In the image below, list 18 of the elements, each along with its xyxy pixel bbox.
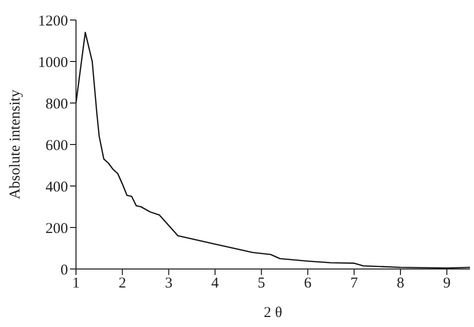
x-tick-label: 3 — [164, 276, 172, 292]
x-tick-label: 8 — [396, 276, 404, 292]
x-tick-label: 7 — [350, 276, 358, 292]
x-tick-label: 1 — [72, 276, 80, 292]
y-tick-label: 1200 — [38, 13, 68, 30]
y-tick-label: 200 — [46, 220, 68, 237]
y-tick-label: 600 — [46, 138, 68, 154]
x-tick-label: 6 — [304, 276, 312, 292]
x-tick-label: 2 — [118, 276, 126, 292]
y-axis-title: Absolute intensity — [7, 89, 24, 200]
x-axis-title: 2 θ — [264, 305, 282, 321]
x-tick-label: 9 — [443, 276, 451, 292]
y-tick-label: 800 — [46, 96, 68, 112]
y-tick-label: 400 — [46, 179, 68, 196]
x-tick-label: 4 — [211, 276, 220, 292]
y-tick-label: 0 — [60, 262, 68, 278]
y-tick-label: 1000 — [38, 54, 68, 71]
x-tick-label: 5 — [258, 276, 266, 292]
